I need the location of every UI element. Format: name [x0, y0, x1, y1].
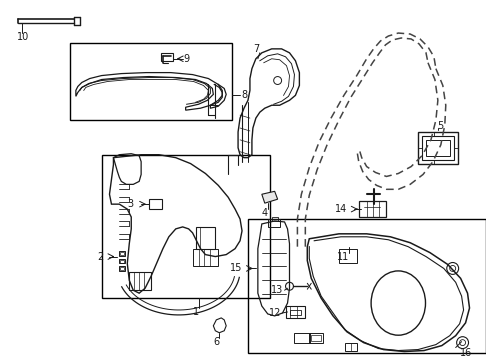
Bar	[192, 249, 218, 266]
Bar	[120, 267, 124, 270]
Bar	[120, 252, 124, 255]
Bar	[119, 251, 125, 256]
Text: 8: 8	[241, 90, 246, 100]
Bar	[120, 260, 124, 262]
Text: 5: 5	[436, 121, 442, 131]
Bar	[358, 201, 386, 217]
Bar	[119, 266, 125, 271]
Text: 13: 13	[271, 285, 283, 295]
Bar	[338, 249, 356, 262]
Bar	[271, 217, 277, 221]
Bar	[195, 227, 215, 249]
Bar	[294, 333, 310, 343]
Bar	[308, 333, 323, 343]
Text: 2: 2	[97, 252, 103, 262]
Text: 6: 6	[213, 337, 219, 347]
Bar	[344, 343, 356, 351]
Bar	[421, 136, 453, 159]
Bar	[247, 219, 486, 352]
Bar	[129, 273, 151, 290]
Bar	[119, 258, 125, 264]
Text: 11: 11	[336, 252, 348, 262]
Text: 15: 15	[229, 264, 242, 274]
Text: 10: 10	[17, 32, 29, 42]
Bar	[149, 199, 162, 209]
Text: 12: 12	[269, 308, 281, 318]
Bar	[102, 155, 269, 298]
Bar	[285, 306, 305, 318]
Text: 3: 3	[127, 199, 133, 209]
Bar	[161, 53, 172, 61]
Text: 9: 9	[183, 54, 189, 64]
Bar	[70, 43, 232, 120]
Bar	[267, 219, 279, 227]
Text: 7: 7	[252, 44, 259, 54]
Text: 1: 1	[192, 307, 198, 317]
Bar	[425, 140, 449, 156]
Text: 4: 4	[261, 208, 267, 218]
Bar	[289, 310, 301, 315]
Text: 14: 14	[334, 204, 346, 214]
Bar	[311, 335, 321, 341]
Text: 16: 16	[459, 347, 471, 357]
Bar	[417, 132, 457, 163]
Polygon shape	[261, 191, 277, 203]
